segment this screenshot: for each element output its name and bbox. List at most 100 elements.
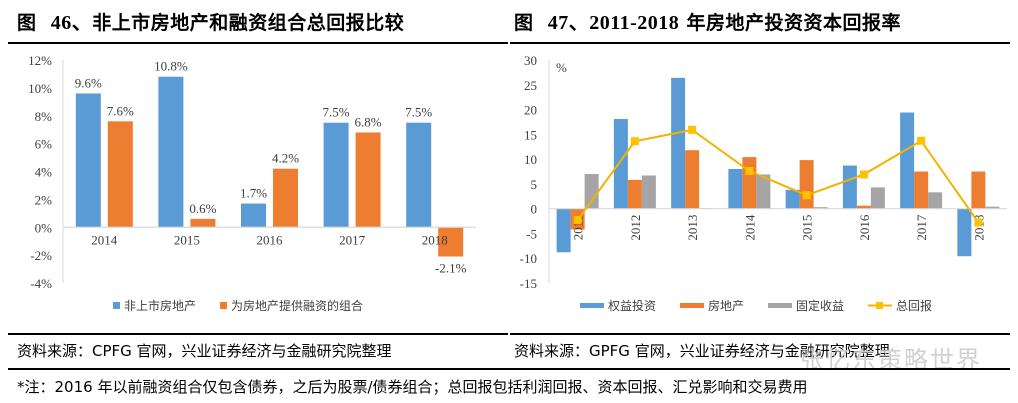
bar-fixed-income	[985, 206, 1000, 209]
y-tick-label: -4%	[30, 276, 52, 291]
legend-swatch-orange	[220, 302, 228, 309]
bar-fixed-income	[928, 192, 943, 209]
total-return-marker	[974, 218, 983, 227]
y-tick-label: -10	[520, 251, 537, 266]
total-return-marker	[917, 136, 926, 145]
legend-label: 固定收益	[796, 299, 845, 313]
y-tick-label: 20	[524, 103, 537, 118]
legend-line-marker-icon	[868, 302, 893, 309]
bar-financing-portfolio	[190, 218, 216, 228]
y-tick-label: 8%	[35, 109, 53, 124]
bar-equity	[671, 77, 686, 209]
bar-financing-portfolio	[355, 132, 381, 228]
title-divider-left	[8, 42, 508, 44]
bar-real-estate	[627, 179, 642, 209]
y-tick-label: 10%	[28, 81, 52, 96]
total-return-marker	[573, 216, 582, 225]
bar-fixed-income	[756, 174, 771, 209]
bar-equity	[842, 165, 857, 209]
bar-real-estate	[799, 160, 814, 209]
source-right: 资料来源：GPFG 官网，兴业证券经济与金融研究院整理	[514, 342, 890, 360]
y-unit-label: %	[556, 60, 567, 75]
y-tick-label: 5	[531, 177, 538, 192]
bar-fixed-income	[813, 207, 828, 209]
title-prefix: 图	[514, 12, 534, 34]
title-divider-right	[510, 42, 1010, 44]
legend-label: 非上市房地产	[124, 299, 197, 313]
bar-unlisted-real-estate	[406, 122, 432, 228]
data-label: 10.8%	[154, 59, 188, 74]
source-divider-left	[8, 333, 508, 335]
legend-label: 权益投资	[608, 299, 657, 313]
title-prefix: 图	[17, 12, 37, 34]
y-tick-label: -15	[520, 276, 537, 291]
chart-47-legend: 权益投资 房地产 固定收益 总回报	[580, 297, 950, 314]
bar-unlisted-real-estate	[241, 203, 266, 228]
total-return-marker	[802, 191, 811, 200]
total-return-marker	[745, 167, 754, 176]
bar-fixed-income	[870, 187, 885, 209]
x-tick-label: 2015	[174, 232, 200, 247]
bar-unlisted-real-estate	[323, 122, 349, 228]
bar-real-estate	[971, 171, 986, 209]
legend-swatch-blue	[113, 302, 120, 309]
bar-financing-portfolio	[438, 227, 464, 257]
legend-swatch-orange	[680, 303, 705, 308]
chart-46-title: 图 46、非上市房地产和融资组合总回报比较	[17, 6, 404, 35]
bar-financing-portfolio	[273, 168, 298, 228]
legend-swatch-gray	[768, 303, 793, 308]
y-tick-label: 6%	[35, 137, 53, 152]
y-tick-label: 10	[524, 152, 537, 167]
bar-equity	[613, 118, 628, 209]
x-tick-label: 2016	[857, 214, 872, 241]
legend-item-financing-portfolio: 为房地产提供融资的组合	[220, 297, 363, 314]
data-label: 4.2%	[272, 151, 299, 166]
y-tick-label: -2%	[30, 248, 52, 263]
bar-real-estate	[914, 171, 929, 209]
note-divider	[8, 368, 1010, 370]
legend-label: 总回报	[896, 299, 933, 313]
bar-equity	[785, 189, 800, 209]
x-tick-label: 2013	[685, 215, 700, 241]
x-tick-label: 2016	[257, 232, 284, 247]
y-tick-label: 0	[531, 202, 538, 217]
data-label: 7.6%	[107, 103, 134, 118]
legend-item-unlisted-real-estate: 非上市房地产	[113, 297, 196, 314]
x-tick-label: 2015	[800, 215, 815, 241]
y-tick-label: 12%	[28, 53, 52, 68]
x-tick-label: 2012	[628, 215, 643, 241]
bar-unlisted-real-estate	[75, 93, 101, 228]
bar-fixed-income	[584, 173, 599, 209]
legend-swatch-blue	[580, 303, 604, 308]
chart-47-title: 图 47、2011-2018 年房地产投资资本回报率	[514, 6, 901, 35]
bar-financing-portfolio	[107, 121, 133, 228]
y-tick-label: 2%	[35, 192, 53, 207]
footnote: *注：2016 年以前融资组合仅包含债券，之后为股票/债券组合；总回报包括利润回…	[17, 378, 808, 396]
y-tick-label: 0%	[35, 220, 53, 235]
source-left: 资料来源：CPFG 官网，兴业证券经济与金融研究院整理	[17, 342, 392, 360]
bar-fixed-income	[641, 175, 656, 209]
bar-equity	[957, 208, 972, 257]
data-label: 1.7%	[240, 186, 267, 201]
total-return-marker	[688, 125, 697, 134]
watermark: 张忆东策略世界	[800, 346, 982, 374]
chart-46-legend: 非上市房地产 为房地产提供融资的组合	[113, 297, 381, 314]
title-text: 年房地产投资资本回报率	[686, 12, 901, 34]
y-tick-label: 15	[524, 127, 537, 142]
data-label: 7.5%	[323, 105, 350, 120]
title-number: 46、	[50, 12, 93, 34]
total-return-marker	[859, 170, 868, 179]
legend-label: 房地产	[708, 299, 745, 313]
total-return-marker	[630, 137, 639, 146]
bar-real-estate	[856, 205, 871, 209]
bar-equity	[556, 208, 571, 253]
legend-item-fixed-income: 固定收益	[768, 297, 844, 314]
bar-unlisted-real-estate	[158, 76, 184, 228]
legend-item-equity: 权益投资	[580, 297, 656, 314]
y-tick-label: 4%	[35, 165, 53, 180]
data-label: 0.6%	[189, 201, 216, 216]
legend-item-real-estate: 房地产	[680, 297, 744, 314]
data-label: 9.6%	[75, 75, 102, 90]
legend-item-total-return: 总回报	[868, 297, 932, 314]
data-label: -2.1%	[435, 261, 467, 276]
